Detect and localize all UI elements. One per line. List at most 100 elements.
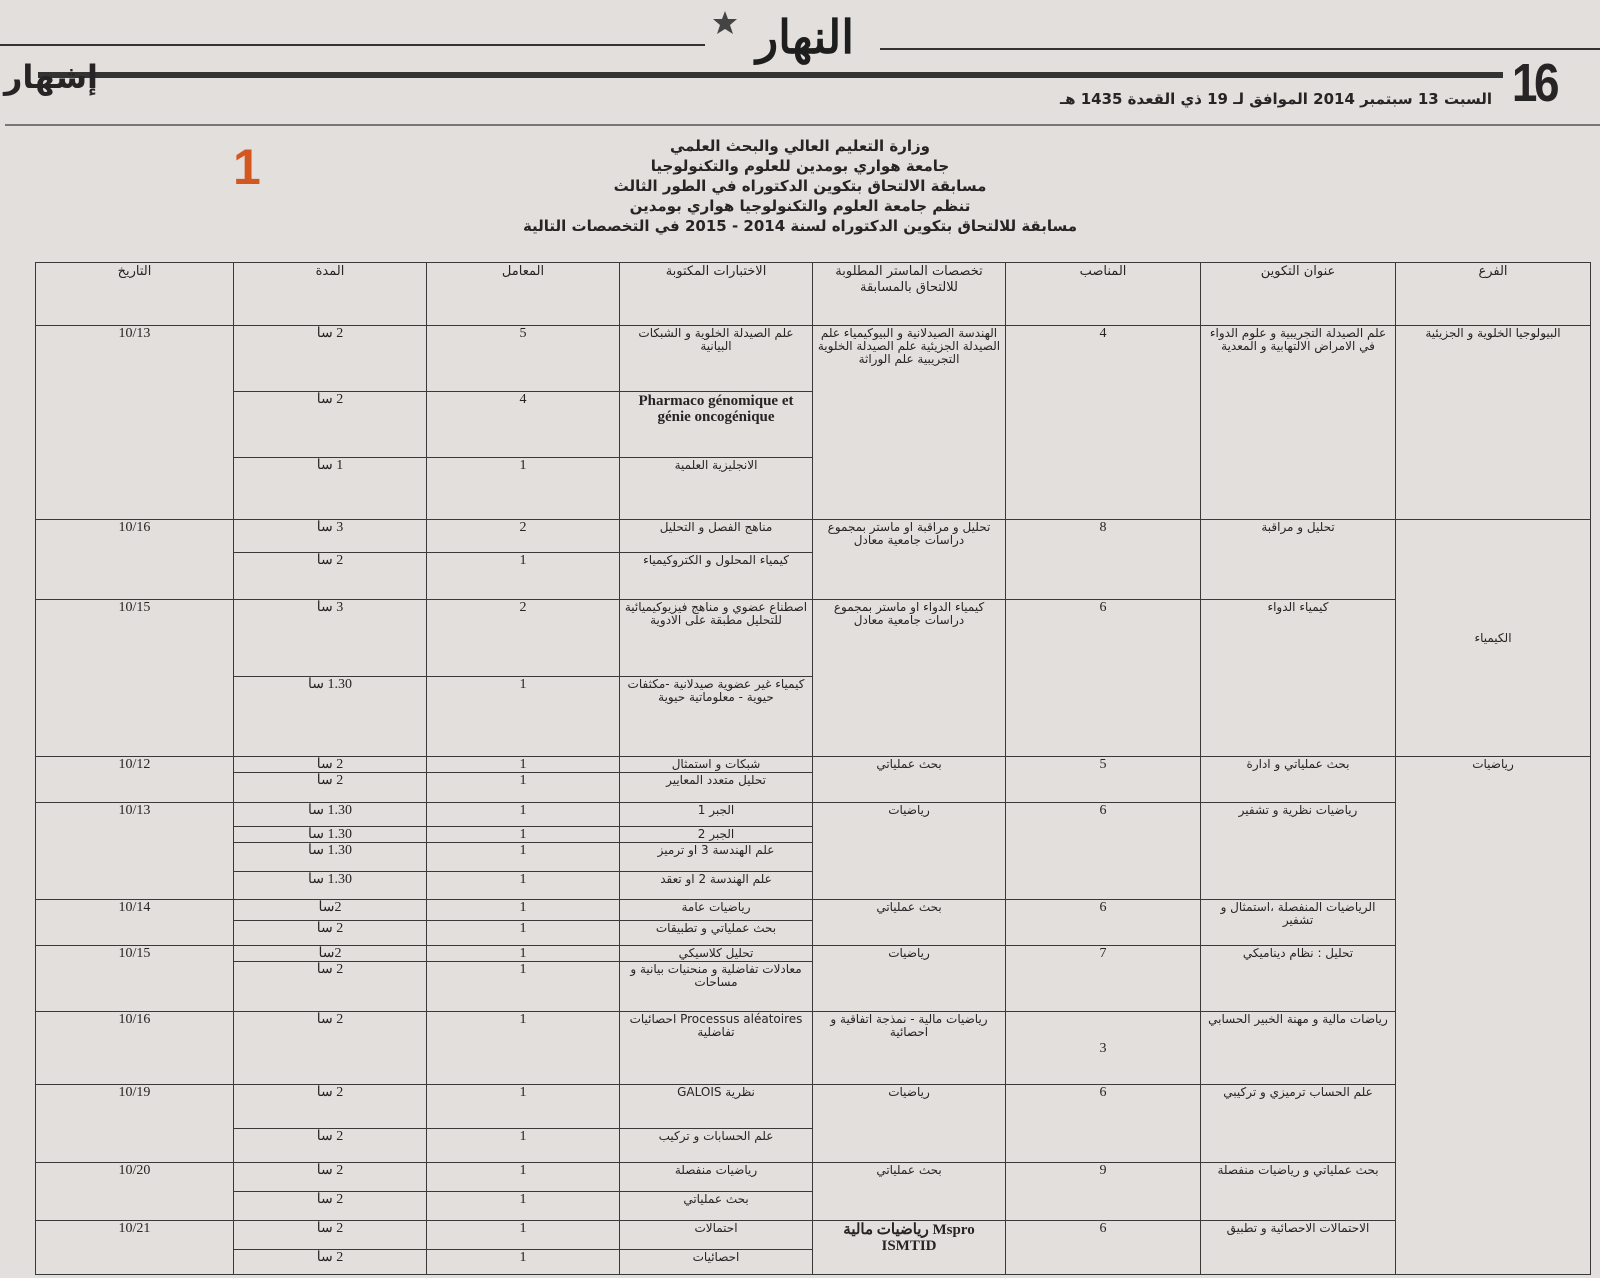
written-exam: علم الهندسة 2 او تعقد xyxy=(619,871,813,900)
table-row: علم الهندسة 2 او تعقد 1 1.30 سا xyxy=(36,871,1591,900)
duration: 2 سا xyxy=(233,391,427,458)
program-title: تحليل و مراقبة xyxy=(1200,519,1396,600)
coefficient: 1 xyxy=(426,772,620,803)
table-row: علم الهندسة 3 او ترميز 1 1.30 سا xyxy=(36,842,1591,872)
master-specialties: كيمياء الدواء او ماستر بمجموع دراسات جام… xyxy=(812,599,1006,757)
table-row: علم الحساب ترميزي و تركيبي 6 رياضيات نظرية … xyxy=(35,1084,1591,1163)
duration: 2 سا xyxy=(233,325,427,392)
branch-cell: الكيمياء xyxy=(1395,519,1591,757)
duration: 1.30 سا xyxy=(233,826,427,843)
coefficient: 1 xyxy=(426,945,620,962)
exam-date: 10/12 xyxy=(35,756,234,803)
written-exam: تحليل متعدد المعايير xyxy=(619,772,813,803)
written-exam: Pharmaco génomique et génie oncogénique xyxy=(619,391,813,458)
title-line: مسابقة الالتحاق بتكوين الدكتوراه في الطو… xyxy=(613,177,987,195)
program-title: بحث عملياتي و ادارة xyxy=(1200,756,1396,803)
coefficient: 1 xyxy=(426,676,620,757)
ad-number: 1 xyxy=(233,139,261,195)
table-row: رياضيات بحث عملياتي و ادارة 5 بحث عملياتي شب… xyxy=(35,756,1591,1275)
duration: 2 سا xyxy=(233,756,427,773)
master-specialties: رياضيات xyxy=(812,802,1006,900)
header-coefficient: المعامل xyxy=(426,262,620,326)
exam-date: 10/21 xyxy=(35,1220,234,1275)
duration: 2سا xyxy=(233,899,427,921)
coefficient: 1 xyxy=(426,1011,620,1085)
header-date: التاريخ xyxy=(35,262,234,326)
positions-count: 4 xyxy=(1005,325,1201,520)
duration: 1 سا xyxy=(233,457,427,520)
duration: 2 سا xyxy=(233,772,427,803)
duration: 2سا xyxy=(233,945,427,962)
header-divider xyxy=(5,124,1600,126)
exam-date: 10/19 xyxy=(35,1084,234,1163)
issue-date: السبت 13 سبتمبر 2014 الموافق لـ 19 ذي ال… xyxy=(1059,90,1492,108)
coefficient: 1 xyxy=(426,1249,620,1275)
written-exam: احتمالات xyxy=(619,1220,813,1250)
coefficient: 1 xyxy=(426,826,620,843)
table-row: رياضات مالية و مهنة الخبير الحسابي 3 رياضي… xyxy=(35,1011,1591,1085)
coefficient: 5 xyxy=(426,325,620,392)
program-title: رياضيات نظرية و تشفير xyxy=(1200,802,1396,900)
positions-count: 6 xyxy=(1005,599,1201,757)
coefficient: 1 xyxy=(426,552,620,600)
written-exam: الانجليزية العلمية xyxy=(619,457,813,520)
header-program: عنوان التكوين xyxy=(1200,262,1396,326)
program-title: علم الصيدلة التجريبية و علوم الدواء في ا… xyxy=(1200,325,1396,520)
written-exam: معادلات تفاضلية و منحنيات بيانية و مساحا… xyxy=(619,961,813,1012)
exam-date: 10/15 xyxy=(35,945,234,1012)
positions-count: 5 xyxy=(1005,756,1201,803)
table-row: معادلات تفاضلية و منحنيات بيانية و مساحا… xyxy=(36,961,1591,1012)
duration: 1.30 سا xyxy=(233,802,427,827)
coefficient: 1 xyxy=(426,871,620,900)
positions-count: 9 xyxy=(1005,1162,1201,1221)
coefficient: 1 xyxy=(426,756,620,773)
written-exam: تحليل كلاسيكي xyxy=(619,945,813,962)
duration: 2 سا xyxy=(233,1162,427,1192)
table-row: بحث عملياتي و رياضيات منفصلة 9 بحث عملياتي… xyxy=(35,1162,1591,1221)
page-number: 16 xyxy=(1511,53,1560,113)
coefficient: 1 xyxy=(426,802,620,827)
duration: 3 سا xyxy=(233,519,427,553)
duration: 1.30 سا xyxy=(233,871,427,900)
master-specialties: رياضيات xyxy=(812,1084,1006,1163)
branch-cell: البيولوجيا الخلوية و الجزيئية xyxy=(1395,325,1591,520)
written-exam: اصطناع عضوي و مناهج فيزيوكيميائية للتحلي… xyxy=(619,599,813,677)
exam-date: 10/16 xyxy=(35,1011,234,1085)
coefficient: 2 xyxy=(426,519,620,553)
written-exam: بحث عملياتي و تطبيقات xyxy=(619,920,813,946)
written-exam: بحث عملياتي xyxy=(619,1191,813,1221)
section-label: إشهار xyxy=(4,58,98,96)
table-row: Pharmaco génomique et génie oncogénique 4… xyxy=(36,391,1591,458)
title-line: جامعة هواري بومدين للعلوم والتكنولوجيا xyxy=(650,157,950,175)
duration: 3 سا xyxy=(233,599,427,677)
header-duration: المدة xyxy=(233,262,427,326)
table-row: البيولوجيا الخلوية و الجزيئية علم الصيدلة… xyxy=(35,325,1591,520)
coefficient: 1 xyxy=(426,1162,620,1192)
table-header-row: الفرع عنوان التكوين المناصب تخصصات الماستر … xyxy=(35,262,1591,326)
exam-date: 10/14 xyxy=(35,899,234,946)
duration: 2 سا xyxy=(233,1128,427,1163)
table-row: الكيمياء تحليل و مراقبة 8 تحليل و مراقبة او… xyxy=(35,519,1591,757)
duration: 2 سا xyxy=(233,961,427,1012)
exam-date: 10/13 xyxy=(35,325,234,520)
branch-cell: رياضيات xyxy=(1395,756,1591,1275)
master-specialties: رياضيات مالية - نمذجة اتفاقية و احصائية xyxy=(812,1011,1006,1085)
written-exam: كيمياء المحلول و الكتروكيمياء xyxy=(619,552,813,600)
table-row: الرياضيات المنفصلة ،استمثال و تشفير 6 بحث … xyxy=(35,899,1591,946)
duration: 2 سا xyxy=(233,1084,427,1129)
duration: 2 سا xyxy=(233,1249,427,1275)
coefficient: 2 xyxy=(426,599,620,677)
program-title: تحليل : نظام ديناميكي xyxy=(1200,945,1396,1012)
written-exam: رياضيات عامة xyxy=(619,899,813,921)
section-bar xyxy=(38,72,1503,78)
written-exam: شبكات و استمثال xyxy=(619,756,813,773)
duration: 1.30 سا xyxy=(233,842,427,872)
exam-date: 10/15 xyxy=(35,599,234,757)
coefficient: 1 xyxy=(426,1191,620,1221)
competition-table: الفرع عنوان التكوين المناصب تخصصات الماستر … xyxy=(35,262,1591,1275)
table-row: بحث عملياتي و تطبيقات 1 2 سا xyxy=(36,920,1591,946)
coefficient: 1 xyxy=(426,842,620,872)
exam-date: 10/16 xyxy=(35,519,234,600)
header-master-specialties: تخصصات الماستر المطلوبة للالتحاق بالمساب… xyxy=(812,262,1006,326)
master-specialties: بحث عملياتي xyxy=(812,1162,1006,1221)
